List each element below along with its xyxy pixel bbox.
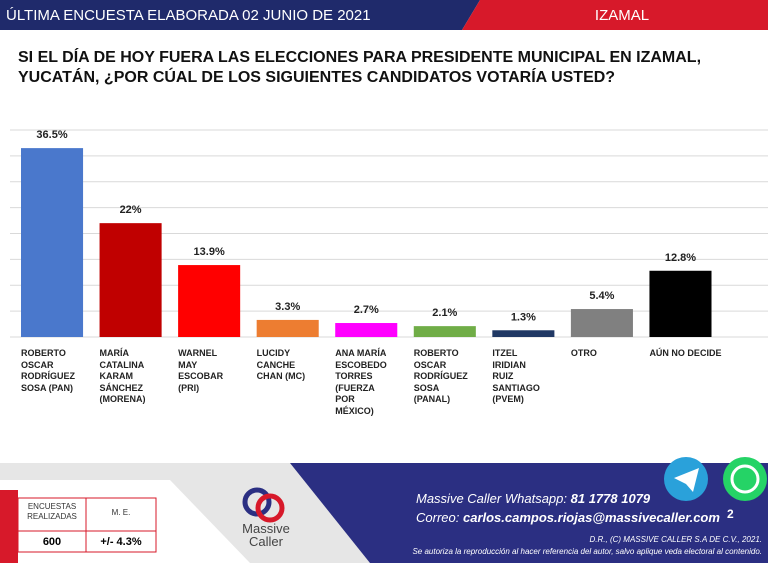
logo-top: Massive [242, 521, 290, 536]
x-tick-label: ROBERTO OSCAR RODRÍGUEZ SOSA (PAN) [21, 348, 75, 393]
email: carlos.campos.riojas@massivecaller.com [462, 510, 720, 525]
value-label: 2.1% [432, 307, 457, 319]
footer-blue [290, 463, 768, 563]
value-label: 2.7% [354, 304, 379, 316]
bar [492, 330, 555, 337]
header-bar-red [462, 0, 768, 30]
whatsapp-glyph [730, 464, 760, 494]
logo-text: Massive Caller [228, 522, 304, 548]
value-label: 1.3% [511, 311, 536, 323]
value-label: 12.8% [665, 252, 696, 264]
table-header: M. E. [111, 508, 131, 517]
x-tick-label: ITZEL IRIDIAN RUIZ SANTIAGO (PVEM) [492, 348, 540, 404]
logo-ring [255, 493, 285, 523]
header-left: ÚLTIMA ENCUESTA ELABORADA 02 JUNIO DE 20… [6, 7, 371, 24]
email-label: Correo: [416, 510, 460, 525]
footer-red [0, 490, 18, 563]
value-label: 3.3% [275, 301, 300, 313]
bar [256, 319, 319, 337]
bar [335, 323, 398, 337]
table-value: 600 [42, 536, 62, 548]
bar [21, 148, 84, 337]
header-bar [0, 0, 480, 30]
bar [413, 326, 476, 337]
notice: Se autoriza la reproducción al hacer ref… [412, 547, 762, 556]
chart-title: SI EL DÍA DE HOY FUERA LAS ELECCIONES PA… [18, 49, 702, 86]
value-label: 5.4% [589, 290, 614, 302]
table-header: ENCUESTAS REALIZADAS [27, 502, 77, 521]
bar [570, 309, 633, 337]
badge: 2 [727, 507, 734, 521]
x-tick-label: OTRO [570, 348, 597, 358]
bar [649, 270, 712, 337]
copyright: D.R., (C) MASSIVE CALLER S.A DE C.V., 20… [589, 535, 763, 544]
value-label: 13.9% [194, 246, 225, 258]
value-label: 22% [120, 204, 142, 216]
whatsapp-label: Massive Caller Whatsapp: [416, 491, 567, 506]
whatsapp-line: Massive Caller Whatsapp: 81 1778 1079 [416, 491, 650, 506]
whatsapp-number: 81 1778 1079 [570, 491, 651, 506]
bar [99, 223, 162, 337]
email-line: Correo: carlos.campos.riojas@massivecall… [416, 510, 720, 525]
value-label: 36.5% [36, 129, 67, 141]
x-tick-label: WARNEL MAY ESCOBAR (PRI) [178, 348, 224, 393]
bar [178, 265, 241, 337]
x-tick-label: ANA MARÍA ESCOBEDO TORRES (FUERZA POR MÉ… [335, 348, 387, 416]
table-value: +/- 4.3% [100, 536, 142, 548]
whatsapp-icon [723, 457, 767, 501]
x-tick-label: AÚN NO DECIDE [649, 348, 722, 358]
stats-table [17, 497, 157, 553]
x-tick-label: ROBERTO OSCAR RODRÍGUEZ SOSA (PANAL) [413, 348, 468, 404]
telegram-plane [674, 468, 699, 492]
header-right: IZAMAL [595, 7, 649, 24]
x-tick-label: LUCIDY CANCHE CHAN (MC) [256, 348, 306, 381]
x-tick-label: MARÍA CATALINA KARAM SÁNCHEZ (MORENA) [99, 348, 146, 404]
logo-bottom: Caller [249, 534, 283, 549]
